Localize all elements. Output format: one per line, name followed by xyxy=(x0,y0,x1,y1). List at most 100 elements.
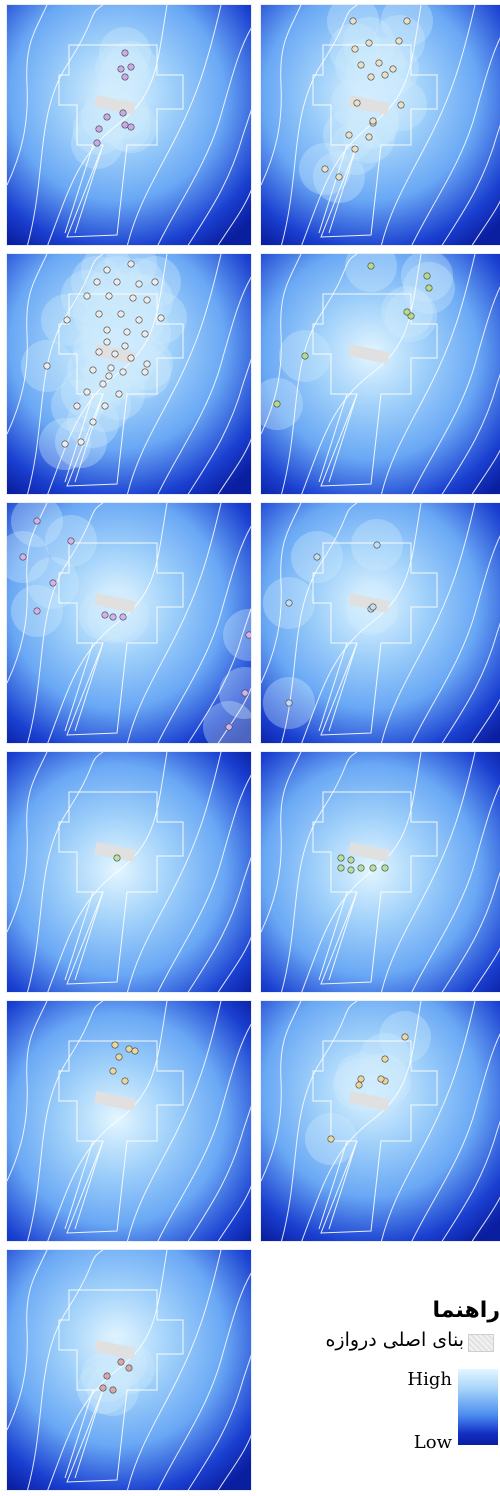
contour-line xyxy=(261,752,302,933)
sample-point-marker xyxy=(135,280,143,288)
local-density-glow xyxy=(7,531,49,583)
sample-point-marker xyxy=(321,165,329,173)
sample-point-marker xyxy=(63,316,71,324)
contour-line xyxy=(381,5,476,245)
sample-point-marker xyxy=(369,603,377,611)
contour-line xyxy=(411,1032,500,1241)
sample-point-marker xyxy=(89,366,97,374)
contour-line xyxy=(47,1001,168,1241)
building-label: بنای اصلی دروازه xyxy=(325,1329,464,1351)
sample-point-marker xyxy=(117,1358,125,1366)
sample-point-marker xyxy=(117,310,125,318)
contour-line xyxy=(280,254,358,494)
sample-point-marker xyxy=(143,360,151,368)
site-outline xyxy=(58,791,184,985)
map-panel-11 xyxy=(6,1249,252,1491)
sample-point-marker xyxy=(19,553,27,561)
sample-point-marker xyxy=(301,352,309,360)
sample-point-marker xyxy=(101,611,109,619)
sample-point-marker xyxy=(119,109,127,117)
map-panel-5 xyxy=(6,502,252,744)
sample-point-marker xyxy=(143,296,151,304)
contour-line xyxy=(301,752,422,992)
site-outline xyxy=(58,542,184,736)
sample-point-marker xyxy=(83,388,91,396)
heatmap-svg xyxy=(7,5,251,245)
contour-line xyxy=(280,1001,358,1241)
heatmap-svg xyxy=(261,1001,500,1241)
sample-point-marker xyxy=(73,402,81,410)
contour-line xyxy=(47,5,168,245)
contour-line xyxy=(26,752,104,992)
access-road xyxy=(64,393,104,483)
site-outline xyxy=(312,791,438,985)
contour-line xyxy=(47,254,168,494)
contour-line xyxy=(127,752,222,992)
contour-line xyxy=(471,200,500,245)
contour-line xyxy=(26,503,104,743)
contour-line xyxy=(127,1250,222,1490)
sample-point-marker xyxy=(61,440,69,448)
map-panel-6 xyxy=(260,502,500,744)
sample-point-marker xyxy=(111,350,119,358)
contour-line xyxy=(26,5,104,245)
sample-point-marker xyxy=(355,1081,363,1089)
local-density-glow xyxy=(327,5,379,47)
main-gate-building xyxy=(94,841,136,863)
site-outline xyxy=(58,1289,184,1483)
sample-point-marker xyxy=(95,348,103,356)
contour-line xyxy=(7,752,48,933)
sample-point-marker xyxy=(135,316,143,324)
sample-point-marker xyxy=(365,39,373,47)
sample-point-marker xyxy=(127,354,135,362)
contour-line xyxy=(301,503,422,743)
sample-point-marker xyxy=(225,723,233,731)
sample-point-marker xyxy=(83,292,91,300)
contour-line xyxy=(411,36,500,245)
sample-point-marker xyxy=(99,380,107,388)
site-outline xyxy=(312,542,438,736)
sample-point-marker xyxy=(103,1372,111,1380)
sample-point-marker xyxy=(125,1364,133,1372)
main-gate-building xyxy=(348,1090,390,1112)
sample-point-marker xyxy=(395,37,403,45)
sample-point-marker xyxy=(273,400,281,408)
sample-point-marker xyxy=(121,121,129,129)
contour-line xyxy=(441,1120,500,1241)
sample-point-marker xyxy=(357,1075,365,1083)
access-road xyxy=(318,1140,358,1230)
sample-point-marker xyxy=(121,1077,129,1085)
sample-point-marker xyxy=(141,368,149,376)
sample-point-marker xyxy=(141,330,149,338)
contour-line xyxy=(441,373,500,494)
sample-point-marker xyxy=(103,338,111,346)
main-gate-building xyxy=(94,1090,136,1112)
sample-point-marker xyxy=(109,1386,117,1394)
map-panel-4 xyxy=(260,253,500,495)
sample-point-marker xyxy=(365,133,373,141)
sample-point-marker xyxy=(115,1053,123,1061)
contour-line xyxy=(127,503,222,743)
heatmap-svg xyxy=(7,254,251,494)
map-panel-2 xyxy=(260,4,500,246)
sample-point-marker xyxy=(151,278,159,286)
contour-line xyxy=(157,1023,251,1241)
contour-line xyxy=(261,1001,302,1182)
sample-point-marker xyxy=(423,272,431,280)
contour-line xyxy=(381,1001,476,1241)
contour-line xyxy=(217,936,251,992)
map-panel-1 xyxy=(6,4,252,246)
contour-line xyxy=(381,752,476,992)
heatmap-svg xyxy=(7,503,251,743)
heatmap-svg xyxy=(261,503,500,743)
local-density-glow xyxy=(81,254,133,296)
access-road xyxy=(64,891,104,981)
contour-line xyxy=(217,1185,251,1241)
contour-line xyxy=(7,1001,48,1182)
sample-point-marker xyxy=(43,362,51,370)
sample-point-marker xyxy=(375,59,383,67)
sample-point-marker xyxy=(401,1033,409,1041)
sample-point-marker xyxy=(131,1047,139,1055)
heatmap-svg xyxy=(7,1250,251,1490)
sample-point-marker xyxy=(403,308,411,316)
